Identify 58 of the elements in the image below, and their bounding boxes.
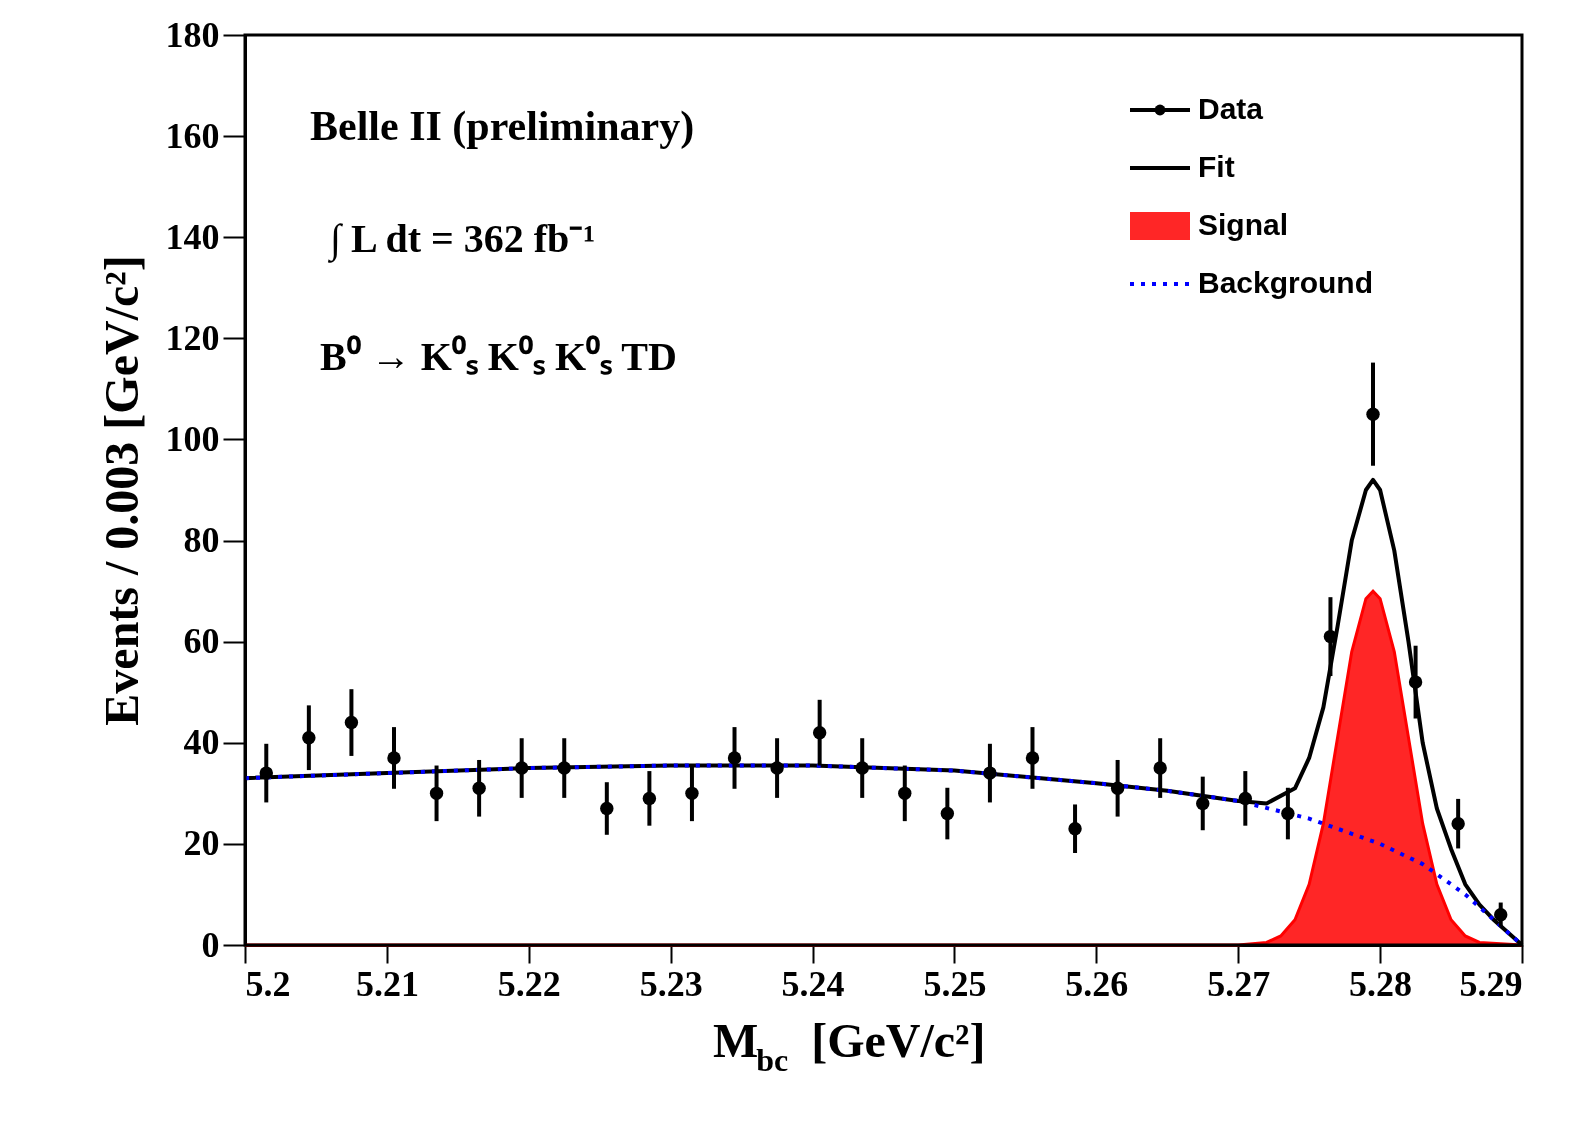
point bbox=[259, 766, 273, 780]
point bbox=[1110, 781, 1125, 795]
y-axis-title: Events / 0.003 [GeV/c²] bbox=[94, 255, 148, 726]
point bbox=[1025, 751, 1040, 765]
legend-label: Fit bbox=[1198, 150, 1235, 183]
x-tick-label: 5.29 bbox=[1459, 963, 1523, 1004]
point bbox=[302, 731, 316, 745]
x-tick-label: 5.28 bbox=[1349, 963, 1413, 1004]
x-tick-label: 5.21 bbox=[355, 963, 419, 1004]
point bbox=[1451, 816, 1465, 831]
point bbox=[344, 715, 359, 730]
point bbox=[685, 786, 699, 801]
point bbox=[642, 791, 657, 806]
x-tick-label: 5.22 bbox=[497, 963, 561, 1004]
x-tick-label: 5.25 bbox=[923, 963, 987, 1004]
y-tick-label: 20 bbox=[183, 823, 220, 864]
point bbox=[940, 806, 955, 821]
point bbox=[429, 786, 444, 801]
point bbox=[812, 725, 827, 740]
point bbox=[514, 761, 529, 775]
annotation: ∫ L dt = 362 fb⁻¹ bbox=[327, 216, 596, 263]
point bbox=[1153, 761, 1167, 775]
legend-label: Data bbox=[1198, 92, 1264, 125]
point bbox=[600, 801, 614, 816]
y-tick-label: 160 bbox=[165, 115, 220, 156]
point bbox=[898, 786, 912, 801]
x-tick-label: 5.2 bbox=[245, 963, 291, 1004]
y-tick-label: 40 bbox=[183, 722, 220, 763]
y-tick-label: 120 bbox=[165, 317, 220, 358]
y-tick-label: 140 bbox=[165, 216, 220, 257]
y-tick-label: 100 bbox=[165, 418, 220, 459]
point bbox=[1408, 675, 1423, 689]
y-tick-label: 180 bbox=[165, 14, 220, 55]
point bbox=[387, 751, 401, 765]
legend-label: Background bbox=[1198, 266, 1374, 299]
x-tick-label: 5.27 bbox=[1207, 963, 1271, 1004]
point bbox=[727, 751, 742, 765]
point bbox=[770, 761, 784, 775]
point bbox=[557, 761, 571, 775]
point bbox=[1366, 407, 1380, 421]
point bbox=[1494, 907, 1508, 922]
point bbox=[983, 766, 997, 780]
annotation: B⁰ → K⁰ₛ K⁰ₛ K⁰ₛ TD bbox=[320, 334, 677, 379]
y-tick-label: 80 bbox=[183, 520, 220, 561]
point bbox=[472, 781, 486, 795]
x-tick-label: 5.23 bbox=[639, 963, 703, 1004]
point bbox=[1196, 796, 1210, 811]
y-tick-label: 60 bbox=[183, 621, 220, 662]
point bbox=[1238, 791, 1253, 806]
annotation: Belle II (preliminary) bbox=[310, 103, 695, 150]
point bbox=[1323, 629, 1338, 644]
legend-label: Signal bbox=[1198, 208, 1289, 241]
point bbox=[855, 761, 869, 775]
x-tick-label: 5.24 bbox=[781, 963, 845, 1004]
point bbox=[1281, 806, 1295, 821]
x-tick-label: 5.26 bbox=[1065, 963, 1129, 1004]
y-tick-label: 0 bbox=[201, 924, 220, 965]
point bbox=[1068, 822, 1082, 836]
